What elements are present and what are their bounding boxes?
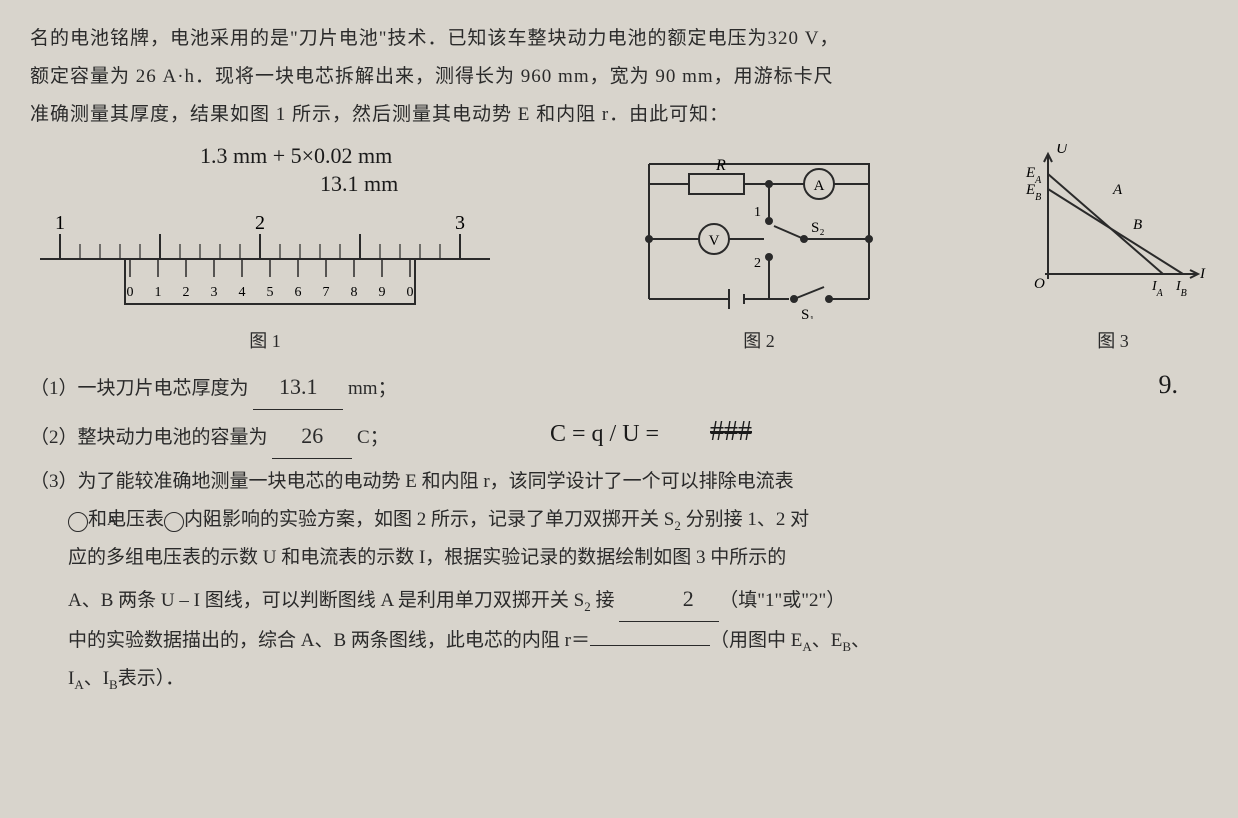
q1-blank[interactable]: 13.1 [253,365,343,410]
graph-svg: U EA EB A B O IA IB I [1018,144,1208,319]
question-2: （2）整块动力电池的容量为 26 C； C = q / U = ### [30,414,1208,459]
q3-t6: （填"1"或"2"） [719,590,845,611]
question-3: （3）为了能较准确地测量一块电芯的电动势 E 和内阻 r，该同学设计了一个可以排… [30,463,1208,698]
q3-t1: 和电压表 [88,509,164,530]
figure-1-caption: 图 1 [249,323,281,359]
svg-text:I: I [1199,266,1206,282]
svg-text:1: 1 [55,212,65,234]
q3-blank-switch[interactable]: 2 [619,577,719,622]
svg-text:5: 5 [267,285,274,300]
svg-text:B: B [1133,217,1142,233]
figures-row: 1.3 mm + 5×0.02 mm 13.1 mm 1 2 3 0123456… [30,144,1208,359]
svg-text:3: 3 [211,285,218,300]
svg-text:O: O [1034,276,1045,292]
svg-text:2: 2 [183,285,190,300]
svg-text:A: A [1112,182,1123,198]
vernier-svg: 1 2 3 0 1 2 3 4 5 6 7 8 9 0 [30,199,500,319]
ammeter-symbol-icon: A [68,512,88,532]
figure-1-vernier: 1 2 3 0 1 2 3 4 5 6 7 8 9 0 图 1 [30,199,500,359]
q3-line-2: A和电压表V内阻影响的实验方案，如图 2 所示，记录了单刀双掷开关 S2 分别接… [30,501,1208,539]
q3-line-4: A、B 两条 U – I 图线，可以判断图线 A 是利用单刀双掷开关 S2 接 … [30,577,1208,622]
svg-text:A: A [814,178,825,194]
q3-subB1: B [842,639,851,654]
svg-text:2: 2 [754,256,761,271]
figure-3-graph: U EA EB A B O IA IB I 图 3 [1018,144,1208,359]
q2-blank[interactable]: 26 [272,414,352,459]
handwriting-calc-2: 13.1 mm [320,162,398,206]
svg-text:7: 7 [323,285,330,300]
q3-blank-r[interactable] [590,645,710,646]
handwriting-scratch: ### [710,404,752,460]
svg-text:1: 1 [754,205,761,220]
figure-3-caption: 图 3 [1097,323,1129,359]
handwriting-work: C = q / U = [550,410,659,458]
intro-line-1: 名的电池铭牌，电池采用的是"刀片电池"技术．已知该车整块动力电池的额定电压为32… [30,20,1208,58]
q3-subA2: A [74,677,83,692]
circuit-svg: R A V 1 2 S₂ S₁ [619,144,899,319]
q3-line-1: （3）为了能较准确地测量一块电芯的电动势 E 和内阻 r，该同学设计了一个可以排… [30,463,1208,501]
resistor-label: R [715,157,726,174]
svg-text:S₂: S₂ [811,220,825,236]
svg-text:4: 4 [239,285,246,300]
question-1: （1）一块刀片电芯厚度为 13.1 mm； 9. [30,365,1208,410]
q3-t13: 表示）． [118,668,185,689]
q1-label: （1）一块刀片电芯厚度为 [30,378,249,399]
figure-2-circuit: R A V 1 2 S₂ S₁ 图 2 [619,144,899,359]
q3-subB2: B [109,677,118,692]
q3-t3: 分别接 1、2 对 [681,509,809,530]
q3-t4: A、B 两条 U – I 图线，可以判断图线 A 是利用单刀双掷开关 S [68,590,584,611]
q3-line-3: 应的多组电压表的示数 U 和电流表的示数 I，根据实验记录的数据绘制如图 3 中… [30,539,1208,577]
handwriting-nine: 9. [1159,359,1179,411]
svg-text:V: V [709,233,720,249]
q2-label: （2）整块动力电池的容量为 [30,427,268,448]
svg-text:3: 3 [455,212,465,234]
svg-text:8: 8 [351,285,358,300]
svg-text:6: 6 [295,285,302,300]
q3-t10: 、 [851,630,870,651]
q2-unit: C； [357,427,389,448]
q1-unit: mm； [348,378,397,399]
q3-subA1: A [802,639,811,654]
svg-text:IB: IB [1175,279,1187,299]
q3-t2: 内阻影响的实验方案，如图 2 所示，记录了单刀双掷开关 S [184,509,674,530]
svg-text:0: 0 [407,285,414,300]
q3-line-6: IA、IB表示）． [30,660,1208,698]
q3-line-5: 中的实验数据描出的，综合 A、B 两条图线，此电芯的内阻 r＝ （用图中 EA、E… [30,622,1208,660]
q3-t8: （用图中 E [710,630,802,651]
svg-text:S₁: S₁ [801,307,815,319]
svg-text:2: 2 [255,212,265,234]
q3-t7: 中的实验数据描出的，综合 A、B 两条图线，此电芯的内阻 r＝ [68,630,590,651]
svg-text:0: 0 [127,285,134,300]
intro-line-3: 准确测量其厚度，结果如图 1 所示，然后测量其电动势 E 和内阻 r．由此可知： [30,96,1208,134]
svg-text:U: U [1056,144,1069,157]
voltmeter-symbol-icon: V [164,512,184,532]
intro-line-2: 额定容量为 26 A·h．现将一块电芯拆解出来，测得长为 960 mm，宽为 9… [30,58,1208,96]
svg-text:9: 9 [379,285,386,300]
q3-t12: 、I [84,668,109,689]
svg-text:IA: IA [1151,279,1164,299]
q3-t9: 、E [812,630,843,651]
figure-2-caption: 图 2 [743,323,775,359]
q3-t5: 接 [591,590,620,611]
svg-text:1: 1 [155,285,162,300]
